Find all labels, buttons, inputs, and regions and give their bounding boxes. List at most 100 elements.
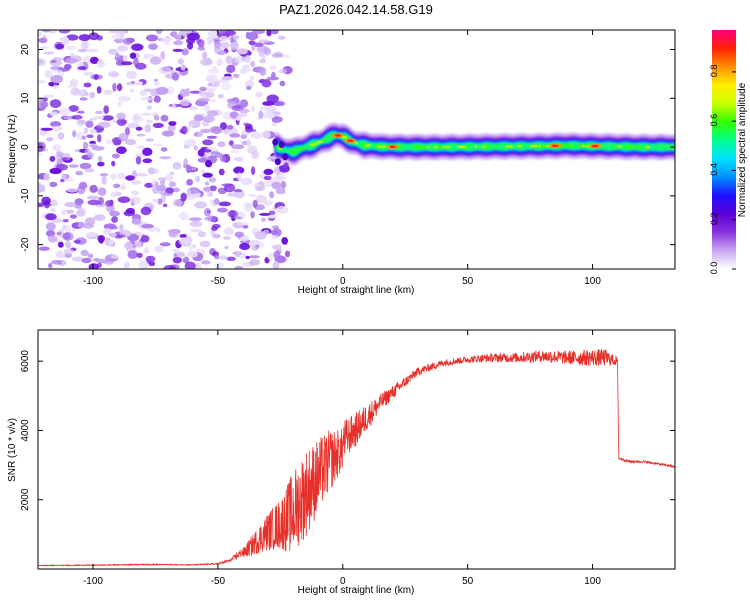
spectrogram-noise-blob — [236, 172, 242, 181]
spectrogram-noise-blob — [140, 112, 152, 116]
spectrogram-signal-speckle — [505, 145, 512, 148]
spectrogram-noise-blob — [142, 158, 153, 164]
spectrogram-noise-blob — [251, 166, 256, 176]
spectrogram-noise-blob — [156, 184, 167, 192]
spectrogram-noise-blob — [64, 202, 77, 208]
spectrogram-noise-blob — [197, 157, 208, 163]
spectrogram-noise-blob — [55, 43, 64, 50]
spectrogram-noise-blob — [45, 222, 56, 231]
chart-title: PAZ1.2026.042.14.58.G19 — [279, 2, 433, 17]
spectrogram-noise-blob — [160, 50, 166, 60]
spectrogram-noise-blob — [103, 105, 109, 114]
spectrogram-noise-blob — [208, 177, 217, 183]
spectrogram-noise-blob — [136, 145, 145, 150]
spectrogram-noise-blob — [186, 188, 192, 197]
spectrogram-noise-blob — [207, 68, 220, 74]
spectrogram-noise-blob — [79, 97, 88, 101]
spectrogram-noise-blob — [197, 97, 211, 102]
spectrogram-noise-blob — [129, 52, 137, 59]
spectrogram-noise-blob — [58, 30, 71, 34]
spectrogram-noise-blob — [122, 37, 134, 45]
colorbar-ticks: 0.0 0.2 0.4 0.6 0.8 — [709, 65, 736, 274]
spectrogram-noise-blob — [223, 227, 235, 236]
spectrogram-noise-blob — [116, 234, 126, 238]
spectrogram-signal-speckle — [429, 145, 435, 149]
y-tick-label: 4000 — [20, 419, 31, 442]
spectrogram-noise-blob — [146, 105, 153, 110]
spectrogram-noise-blob — [82, 223, 95, 229]
spectrogram-signal-speckle — [581, 144, 587, 148]
spectrogram-noise-blob — [107, 225, 119, 230]
spectrogram-noise-blob — [244, 54, 251, 63]
spectrogram-noise-blob — [38, 31, 43, 37]
spectrogram-signal-speckle — [637, 145, 643, 149]
spectrogram-noise-blob — [127, 250, 138, 259]
spectrogram-noise-blob — [261, 79, 272, 88]
spectrogram-noise-blob — [133, 241, 143, 248]
spectrogram-noise-blob — [103, 228, 112, 234]
spectrogram-noise-blob — [69, 52, 75, 57]
x-tick-label: 100 — [584, 276, 601, 287]
spectrogram-noise-blob — [97, 161, 105, 167]
spectrogram-noise-blob — [186, 32, 200, 41]
spectrogram-noise-blob — [38, 80, 46, 84]
spectrogram-noise-blob — [211, 224, 221, 229]
spectrogram-noise-blob — [179, 88, 188, 98]
spectrogram-y-ticks: -20 -10 0 10 20 — [20, 44, 675, 252]
spectrogram-noise-blob — [38, 246, 50, 251]
spectrogram-signal-speckle — [401, 145, 408, 149]
spectrogram-noise-blob — [171, 103, 176, 109]
spectrogram-noise-blob — [228, 140, 234, 146]
spectrogram-noise-blob — [116, 112, 126, 120]
spectrogram-noise-blob — [172, 257, 182, 264]
spectrogram-noise-blob — [107, 254, 112, 259]
spectrogram-signal-speckle — [614, 145, 618, 148]
spectrogram-signal-speckle — [326, 136, 331, 140]
spectrogram-noise-blob — [43, 173, 50, 181]
spectrogram-signal-speckle — [617, 145, 623, 148]
spectrogram-noise-blob — [261, 130, 271, 139]
spectrogram-noise-blob — [221, 183, 234, 187]
spectrogram-noise-blob — [250, 104, 255, 113]
y-tick-label: 0 — [20, 144, 31, 150]
spectrogram-noise-blob — [131, 43, 144, 51]
spectrogram-noise-blob — [207, 39, 212, 46]
spectrogram-noise-blob — [240, 177, 253, 185]
spectrogram-noise-blob — [94, 110, 104, 115]
spectrogram-noise-blob — [185, 164, 192, 174]
spectrogram-noise-blob — [221, 76, 234, 81]
spectrogram-noise-blob — [258, 50, 265, 57]
spectrogram-noise-blob — [50, 74, 63, 84]
x-tick-label: 0 — [340, 276, 346, 287]
spectrogram-noise-blob — [97, 134, 102, 143]
spectrogram-signal-speckle — [525, 144, 531, 148]
spectrogram-noise-blob — [57, 241, 64, 248]
spectrogram-noise-blob — [179, 99, 191, 107]
spectrogram-noise-blob — [51, 260, 63, 265]
spectrogram-signal — [272, 122, 675, 166]
colorbar-tick-label: 0.8 — [709, 65, 719, 78]
spectrogram-signal-speckle — [468, 145, 476, 149]
spectrogram-noise-blob — [89, 184, 98, 193]
spectrogram-noise-blob — [240, 99, 249, 108]
spectrogram-hotspot-core — [347, 139, 354, 142]
spectrogram-noise-blob — [249, 75, 255, 82]
spectrogram-noise-blob — [83, 82, 92, 88]
spectrogram-noise-blob — [248, 255, 260, 259]
spectrogram-noise-blob — [200, 94, 207, 99]
spectrogram-noise-blob — [238, 112, 248, 118]
x-tick-label: 50 — [462, 276, 474, 287]
spectrogram-noise-blob — [49, 155, 56, 162]
spectrogram-noise-blob — [159, 156, 172, 160]
spectrogram-noise-blob — [278, 35, 286, 40]
spectrogram-noise-blob — [168, 181, 177, 188]
spectrogram-signal-speckle — [560, 144, 568, 147]
spectrogram-hotspot-core — [389, 145, 396, 149]
spectrogram-noise-blob — [197, 231, 206, 238]
spectrogram-noise-blob — [279, 80, 286, 87]
spectrogram-noise-blob — [258, 110, 264, 119]
spectrogram-noise-blob — [234, 231, 245, 238]
spectrogram-noise-blob — [87, 199, 101, 206]
spectrogram-noise-blob — [157, 177, 168, 181]
spectrogram-noise-blob — [202, 115, 215, 123]
